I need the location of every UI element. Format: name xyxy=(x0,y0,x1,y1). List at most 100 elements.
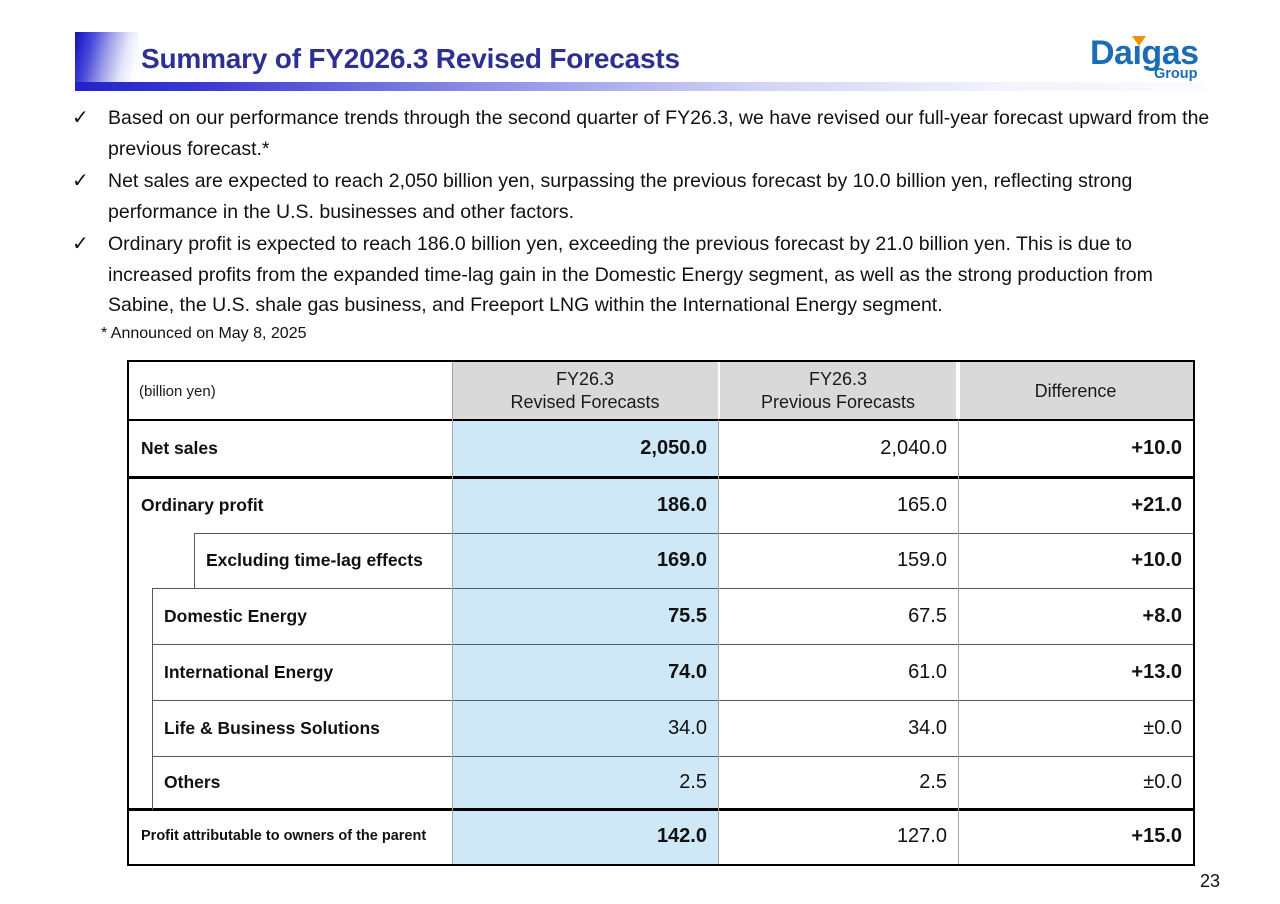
logo-group-text: Group xyxy=(1154,66,1198,82)
page-number: 23 xyxy=(1200,871,1221,891)
table-row: International Energy 74.0 61.0 +13.0 xyxy=(129,644,1193,700)
footnote: * Announced on May 8, 2025 xyxy=(101,324,307,342)
logo-brand-dotless-i: ı xyxy=(1132,34,1142,72)
row-label-cell: Others xyxy=(129,756,452,808)
logo-brand-part1: Da xyxy=(1090,34,1133,72)
table-row: Domestic Energy 75.5 67.5 +8.0 xyxy=(129,588,1193,644)
table-line xyxy=(152,644,1193,645)
page-title: Summary of FY2026.3 Revised Forecasts xyxy=(141,43,680,74)
table-line xyxy=(152,700,1193,701)
row-label: Profit attributable to owners of the par… xyxy=(141,827,427,844)
table-rows: (billion yen) FY26.3 Revised Forecasts F… xyxy=(129,362,1193,864)
row-label: Domestic Energy xyxy=(164,605,307,626)
difference-value-cell: +15.0 xyxy=(1131,824,1182,847)
difference-value-cell: +8.0 xyxy=(1142,604,1182,627)
logo-orange-triangle-icon xyxy=(1132,36,1146,46)
row-label: Life & Business Solutions xyxy=(164,717,380,738)
difference-value-cell: ±0.0 xyxy=(1143,770,1182,793)
table-line xyxy=(958,420,959,864)
checkmark-icon: ✓ xyxy=(72,170,89,192)
bullet-text: Ordinary profit is expected to reach 186… xyxy=(108,233,1153,316)
table-line xyxy=(718,420,719,864)
difference-value-cell: +10.0 xyxy=(1131,437,1182,459)
row-label-cell: Profit attributable to owners of the par… xyxy=(129,808,452,864)
revised-value-cell: 186.0 xyxy=(656,493,707,516)
difference-value-cell: +13.0 xyxy=(1131,660,1182,683)
revised-value-cell: 142.0 xyxy=(656,824,707,847)
column-header-line2: Previous Forecasts xyxy=(760,392,916,412)
table-row: Net sales 2,050.0 2,040.0 +10.0 xyxy=(129,420,1193,477)
previous-value-cell: 165.0 xyxy=(896,493,947,516)
revised-value-cell: 169.0 xyxy=(656,549,707,571)
logo-brand-part2: gas xyxy=(1141,34,1199,72)
previous-value-cell: 2.5 xyxy=(919,770,947,793)
table-line xyxy=(452,362,453,864)
row-label-cell: Net sales xyxy=(129,420,452,477)
row-label: Others xyxy=(164,771,221,792)
column-header-line1: FY26.3 xyxy=(555,369,615,389)
table-line xyxy=(129,476,1193,479)
revised-column-highlight xyxy=(452,420,718,864)
bullet-item: ✓ Net sales are expected to reach 2,050 … xyxy=(72,166,1214,227)
previous-value-cell: 67.5 xyxy=(908,604,947,627)
row-label: Net sales xyxy=(141,438,218,458)
unit-label-cell: (billion yen) xyxy=(139,382,216,400)
row-label: Ordinary profit xyxy=(141,494,264,515)
bullet-text: Based on our performance trends through … xyxy=(108,107,1210,160)
previous-value-cell: 61.0 xyxy=(908,660,947,683)
checkmark-icon: ✓ xyxy=(72,233,89,255)
title-accent-block xyxy=(75,32,139,82)
table-row: Ordinary profit 186.0 165.0 +21.0 xyxy=(129,477,1193,533)
row-label-cell: Life & Business Solutions xyxy=(129,700,452,756)
table-line xyxy=(129,808,1193,811)
header-bg-previous xyxy=(720,362,956,420)
table-row: Others 2.5 2.5 ±0.0 xyxy=(129,756,1193,808)
column-header-difference: Difference xyxy=(958,362,1193,420)
revised-value-cell: 2,050.0 xyxy=(640,437,707,459)
table-row: Excluding time-lag effects 169.0 159.0 +… xyxy=(129,533,1193,588)
header-bg-revised xyxy=(452,362,718,420)
row-label-cell: Excluding time-lag effects xyxy=(129,533,452,588)
previous-value-cell: 159.0 xyxy=(896,549,947,571)
bullet-item: ✓ Ordinary profit is expected to reach 1… xyxy=(72,229,1214,321)
difference-value-cell: ±0.0 xyxy=(1143,716,1182,739)
table-line xyxy=(152,588,1193,589)
logo-brand-text: Daıgas xyxy=(1090,36,1199,70)
column-header-revised: FY26.3 Revised Forecasts xyxy=(452,362,718,420)
revised-value-cell: 74.0 xyxy=(668,660,707,683)
column-header-line1: Difference xyxy=(1034,380,1117,401)
row-label-cell: International Energy xyxy=(129,644,452,700)
table-row: Life & Business Solutions 34.0 34.0 ±0.0 xyxy=(129,700,1193,756)
row-label-cell: Domestic Energy xyxy=(129,588,452,644)
difference-value-cell: +21.0 xyxy=(1131,493,1182,516)
revised-value-cell: 2.5 xyxy=(679,770,707,793)
column-header-line1: FY26.3 xyxy=(808,369,868,389)
revised-value-cell: 34.0 xyxy=(668,716,707,739)
row-label: International Energy xyxy=(164,661,334,682)
bullet-list: ✓ Based on our performance trends throug… xyxy=(72,103,1214,343)
title-underline-bar xyxy=(75,82,1205,91)
checkmark-icon: ✓ xyxy=(72,107,89,129)
table-line xyxy=(129,419,1193,421)
table-row: Profit attributable to owners of the par… xyxy=(129,808,1193,864)
table-header-row: (billion yen) FY26.3 Revised Forecasts F… xyxy=(129,362,1193,420)
previous-value-cell: 127.0 xyxy=(896,824,947,847)
table-line xyxy=(152,588,153,810)
forecast-table: (billion yen) FY26.3 Revised Forecasts F… xyxy=(127,360,1195,866)
column-header-line2: Revised Forecasts xyxy=(510,392,660,412)
daigas-group-logo: Daıgas Group xyxy=(1090,36,1199,82)
table-line xyxy=(152,756,1193,757)
table-line xyxy=(194,533,195,588)
table-line xyxy=(194,533,1193,534)
difference-value-cell: +10.0 xyxy=(1131,549,1182,571)
column-header-previous: FY26.3 Previous Forecasts xyxy=(718,362,958,420)
previous-value-cell: 2,040.0 xyxy=(880,437,947,459)
header-bg-difference xyxy=(960,362,1193,420)
bullet-item: ✓ Based on our performance trends throug… xyxy=(72,103,1214,164)
revised-value-cell: 75.5 xyxy=(668,604,707,627)
previous-value-cell: 34.0 xyxy=(908,716,947,739)
bullet-text: Net sales are expected to reach 2,050 bi… xyxy=(108,170,1133,223)
row-label-cell: Ordinary profit xyxy=(129,477,452,533)
row-label: Excluding time-lag effects xyxy=(206,550,423,570)
